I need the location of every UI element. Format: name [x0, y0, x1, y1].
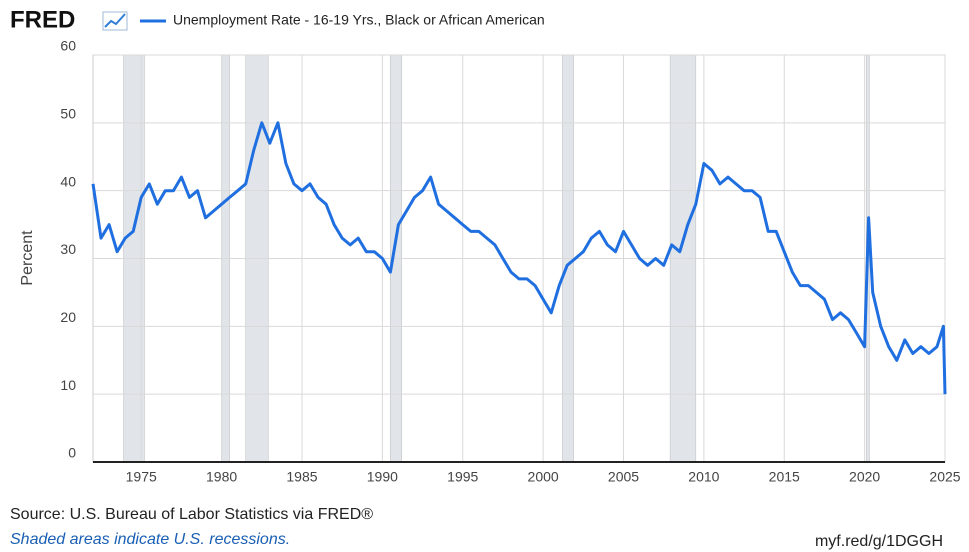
- y-tick-label: 0: [68, 445, 76, 461]
- y-tick-label: 40: [60, 173, 76, 189]
- x-tick-label: 1995: [447, 469, 478, 485]
- x-tick-label: 2025: [929, 469, 960, 485]
- x-tick-label: 2020: [849, 469, 880, 485]
- series-line: [91, 121, 947, 395]
- x-tick-label: 1980: [206, 469, 237, 485]
- y-tick-label: 20: [60, 309, 76, 325]
- x-tick-label: 1990: [367, 469, 398, 485]
- x-tick-label: 2000: [528, 469, 559, 485]
- y-tick-label: 50: [60, 106, 76, 122]
- y-tick-label: 10: [60, 377, 76, 393]
- x-tick-label: 1975: [126, 469, 157, 485]
- logo: FRED: [10, 6, 75, 33]
- x-tick-label: 1985: [286, 469, 317, 485]
- y-axis-label: Percent: [19, 230, 36, 286]
- logo-icon: [102, 11, 128, 31]
- x-tick-label: 2010: [688, 469, 719, 485]
- y-tick-label: 60: [60, 38, 76, 54]
- source: Source: U.S. Bureau of Labor Statistics …: [10, 506, 373, 523]
- x-tick-label: 2015: [769, 469, 800, 485]
- y-tick-label: 30: [60, 241, 76, 257]
- note: Shaded areas indicate U.S. recessions.: [10, 531, 290, 548]
- x-tick-label: 2005: [608, 469, 639, 485]
- legend-label: Unemployment Rate - 16-19 Yrs., Black or…: [173, 12, 545, 28]
- link: myf.red/g/1DGGH: [815, 533, 943, 550]
